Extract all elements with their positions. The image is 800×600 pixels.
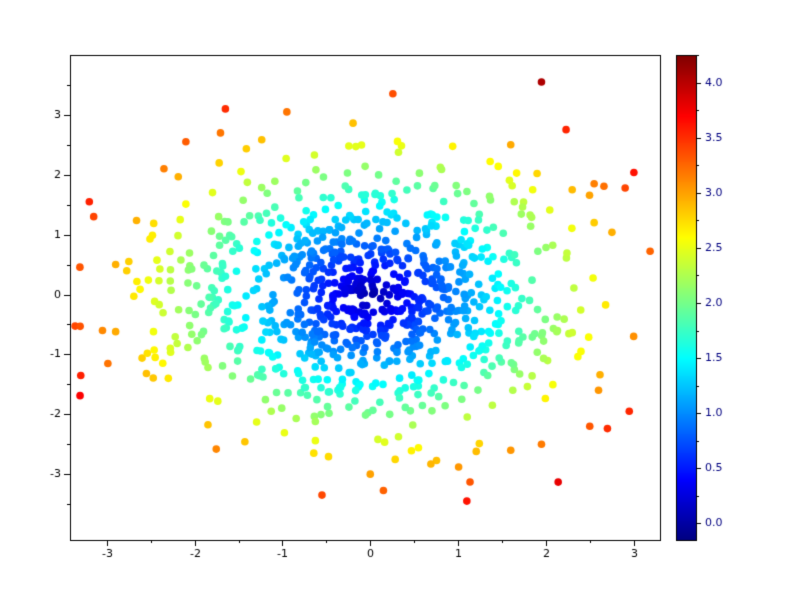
scatter-plot-canvas — [0, 0, 800, 600]
chart-figure — [0, 0, 800, 600]
